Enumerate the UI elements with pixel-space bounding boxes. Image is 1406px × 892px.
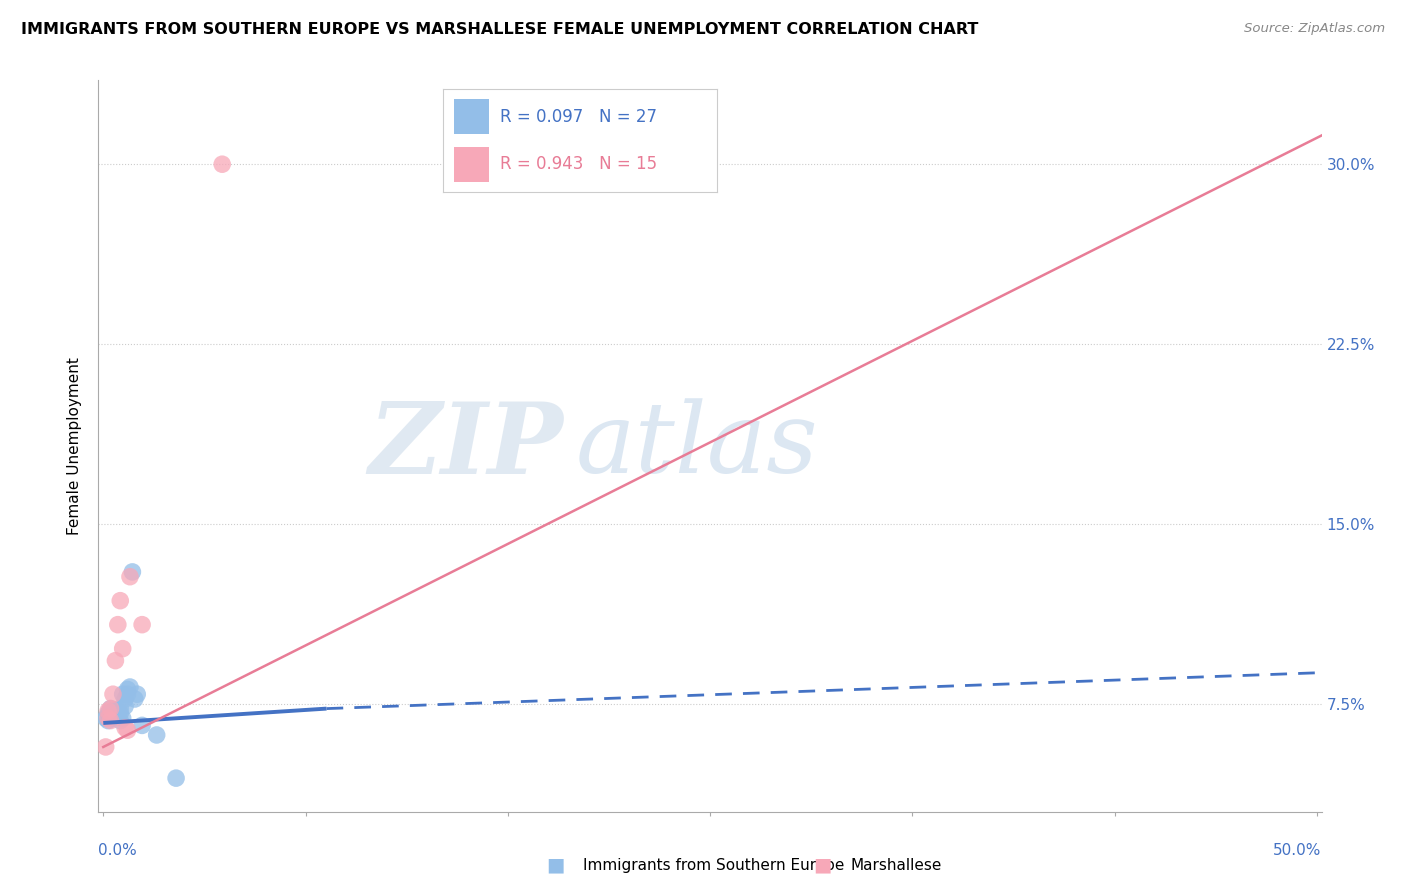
Point — [117, 723, 139, 738]
Point — [104, 708, 127, 723]
Point — [110, 714, 132, 728]
Point — [97, 714, 120, 728]
Point — [100, 714, 122, 728]
Text: R = 0.097   N = 27: R = 0.097 N = 27 — [501, 108, 658, 126]
Text: ■: ■ — [813, 855, 832, 875]
Point — [104, 706, 127, 721]
Point — [111, 687, 134, 701]
Text: Immigrants from Southern Europe: Immigrants from Southern Europe — [583, 858, 845, 872]
Point — [211, 157, 233, 171]
Point — [107, 617, 129, 632]
Point — [165, 771, 187, 785]
Bar — [454, 99, 489, 135]
Y-axis label: Female Unemployment: Female Unemployment — [67, 357, 83, 535]
Point — [131, 617, 153, 632]
Point — [97, 711, 120, 725]
Point — [124, 692, 146, 706]
Point — [97, 706, 120, 721]
Text: ■: ■ — [546, 855, 565, 875]
Text: 0.0%: 0.0% — [98, 843, 138, 858]
Point — [101, 711, 124, 725]
Point — [107, 704, 129, 718]
Point — [100, 708, 122, 723]
Point — [94, 739, 117, 754]
Bar — [454, 146, 489, 181]
Point — [114, 699, 136, 714]
Text: atlas: atlas — [575, 399, 818, 493]
Point — [127, 687, 149, 701]
Point — [118, 570, 141, 584]
Point — [145, 728, 167, 742]
Point — [110, 701, 132, 715]
Point — [101, 687, 124, 701]
Point — [118, 680, 141, 694]
Point — [114, 692, 136, 706]
Point — [111, 711, 134, 725]
Text: Marshallese: Marshallese — [851, 858, 942, 872]
Point — [110, 593, 132, 607]
Point — [110, 706, 132, 721]
Point — [100, 701, 122, 715]
Text: Source: ZipAtlas.com: Source: ZipAtlas.com — [1244, 22, 1385, 36]
Text: IMMIGRANTS FROM SOUTHERN EUROPE VS MARSHALLESE FEMALE UNEMPLOYMENT CORRELATION C: IMMIGRANTS FROM SOUTHERN EUROPE VS MARSH… — [21, 22, 979, 37]
Point — [107, 708, 129, 723]
Point — [111, 641, 134, 656]
Text: R = 0.943   N = 15: R = 0.943 N = 15 — [501, 155, 658, 173]
Point — [94, 711, 117, 725]
Point — [117, 687, 139, 701]
Point — [100, 701, 122, 715]
Point — [101, 704, 124, 718]
Text: 50.0%: 50.0% — [1274, 843, 1322, 858]
Point — [131, 718, 153, 732]
Text: ZIP: ZIP — [368, 398, 564, 494]
Point — [104, 654, 127, 668]
Point — [121, 565, 143, 579]
Point — [97, 704, 120, 718]
Point — [114, 721, 136, 735]
Point — [117, 682, 139, 697]
